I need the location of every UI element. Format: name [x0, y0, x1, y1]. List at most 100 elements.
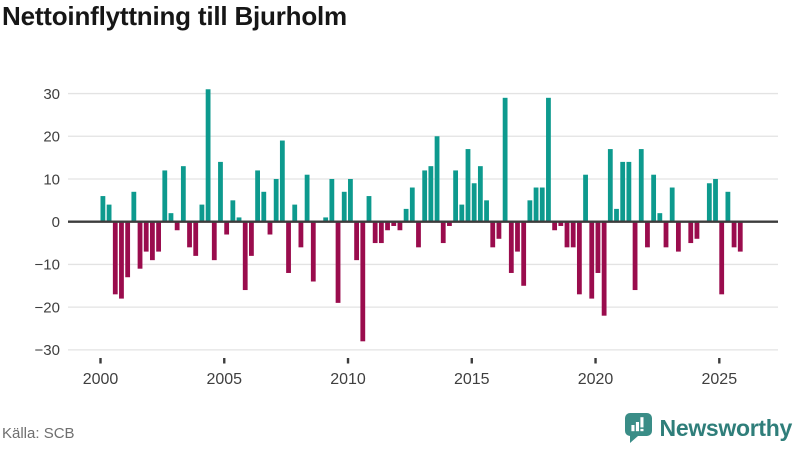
bar-2011Q1 — [372, 221, 378, 244]
bar-2023Q4 — [688, 221, 694, 244]
bar-2017Q4 — [539, 187, 545, 222]
bar-2025Q4 — [737, 221, 743, 252]
bar-2004Q4 — [218, 161, 223, 222]
x-axis-label-2020: 2020 — [578, 371, 614, 388]
bar-2021Q3 — [632, 221, 638, 291]
bar-2001Q3 — [137, 221, 143, 269]
bar-2018Q4 — [564, 221, 570, 248]
bar-2020Q1 — [595, 221, 601, 273]
bar-2004Q3 — [211, 221, 217, 261]
bar-2020Q3 — [607, 149, 613, 222]
bar-2013Q3 — [434, 136, 440, 222]
bar-2023Q2 — [675, 221, 681, 252]
bar-2012Q3 — [409, 187, 415, 222]
bar-2000Q1 — [100, 196, 106, 222]
bar-2003Q4 — [193, 221, 199, 256]
x-axis-label-2015: 2015 — [454, 371, 490, 388]
bar-2023Q1 — [669, 187, 675, 222]
bar-2014Q1 — [447, 221, 452, 226]
bar-2005Q1 — [224, 221, 230, 235]
bar-2001Q2 — [131, 191, 137, 222]
bar-2007Q2 — [279, 140, 285, 222]
bar-2008Q2 — [304, 174, 310, 222]
bar-2015Q1 — [471, 183, 477, 222]
bar-2024Q1 — [694, 221, 700, 239]
bar-2000Q4 — [119, 221, 124, 299]
bar-2021Q4 — [638, 149, 644, 222]
bar-2019Q3 — [583, 174, 588, 222]
bar-2022Q1 — [645, 221, 650, 248]
bar-2021Q1 — [620, 161, 626, 222]
bar-2014Q2 — [453, 170, 459, 222]
bar-2020Q4 — [614, 208, 619, 222]
bar-2015Q4 — [490, 221, 496, 248]
bar-2004Q2 — [205, 89, 211, 222]
bar-2015Q2 — [477, 166, 483, 222]
y-axis-label: −30 — [35, 342, 60, 359]
y-axis-label: 0 — [52, 214, 60, 231]
bar-chart-speech-bubble-icon — [624, 413, 652, 443]
y-axis-label: 30 — [43, 86, 60, 103]
bar-2007Q1 — [273, 178, 279, 222]
bar-2014Q3 — [459, 204, 465, 222]
bar-2012Q4 — [416, 221, 421, 248]
bar-2013Q1 — [422, 170, 428, 222]
bar-2016Q4 — [515, 221, 520, 252]
y-axis-label: 10 — [43, 171, 60, 188]
bar-2000Q3 — [112, 221, 118, 295]
bar-2006Q3 — [261, 191, 267, 222]
bar-2011Q4 — [391, 221, 397, 226]
bar-2008Q3 — [310, 221, 316, 282]
bar-2009Q3 — [335, 221, 341, 303]
bar-2001Q1 — [125, 221, 131, 278]
newsworthy-logo[interactable]: Newsworthy — [624, 412, 792, 444]
bar-2011Q2 — [378, 221, 384, 244]
source-credit: Källa: SCB — [2, 425, 75, 442]
bar-2013Q2 — [428, 166, 434, 222]
bar-2002Q1 — [150, 221, 155, 261]
bar-2016Q2 — [502, 97, 508, 222]
bar-2015Q3 — [484, 200, 489, 222]
bar-2002Q2 — [156, 221, 161, 252]
bar-2012Q1 — [397, 221, 403, 231]
bar-2024Q3 — [706, 183, 712, 222]
bar-2017Q2 — [527, 200, 533, 222]
bar-2003Q3 — [187, 221, 192, 248]
bar-2017Q3 — [533, 187, 539, 222]
bar-2010Q4 — [366, 196, 372, 222]
bar-2005Q2 — [230, 200, 236, 222]
x-axis-label-2005: 2005 — [206, 371, 242, 388]
bar-2004Q1 — [199, 204, 205, 222]
bar-2007Q4 — [292, 204, 298, 222]
bar-2003Q2 — [180, 166, 186, 222]
x-axis-label-2025: 2025 — [702, 371, 738, 388]
bar-2009Q4 — [341, 191, 347, 222]
bar-2019Q4 — [589, 221, 595, 299]
bar-2011Q3 — [385, 221, 390, 231]
bar-2016Q3 — [508, 221, 514, 273]
bar-2025Q1 — [719, 221, 725, 295]
page-title: Nettoinflyttning till Bjurholm — [2, 1, 347, 31]
x-axis-label-2000: 2000 — [83, 371, 119, 388]
bar-2018Q3 — [558, 221, 564, 226]
bar-2005Q3 — [236, 217, 242, 222]
bar-2002Q4 — [168, 213, 174, 222]
bar-2009Q2 — [329, 178, 335, 222]
bar-2025Q2 — [725, 191, 731, 222]
bar-2012Q2 — [403, 208, 409, 222]
bar-2025Q3 — [731, 221, 737, 248]
bar-2022Q4 — [663, 221, 669, 248]
bar-2000Q2 — [106, 204, 112, 222]
bar-2018Q2 — [552, 221, 558, 231]
bar-2022Q2 — [651, 174, 657, 222]
bar-2010Q3 — [360, 221, 366, 342]
bar-2019Q1 — [570, 221, 576, 248]
bar-2002Q3 — [162, 170, 168, 222]
bar-2009Q1 — [323, 217, 329, 222]
bar-2022Q3 — [657, 213, 663, 222]
bar-2014Q4 — [465, 149, 471, 222]
bar-2019Q2 — [576, 221, 582, 295]
y-axis-label: −20 — [35, 299, 60, 316]
bar-2021Q2 — [626, 161, 632, 222]
